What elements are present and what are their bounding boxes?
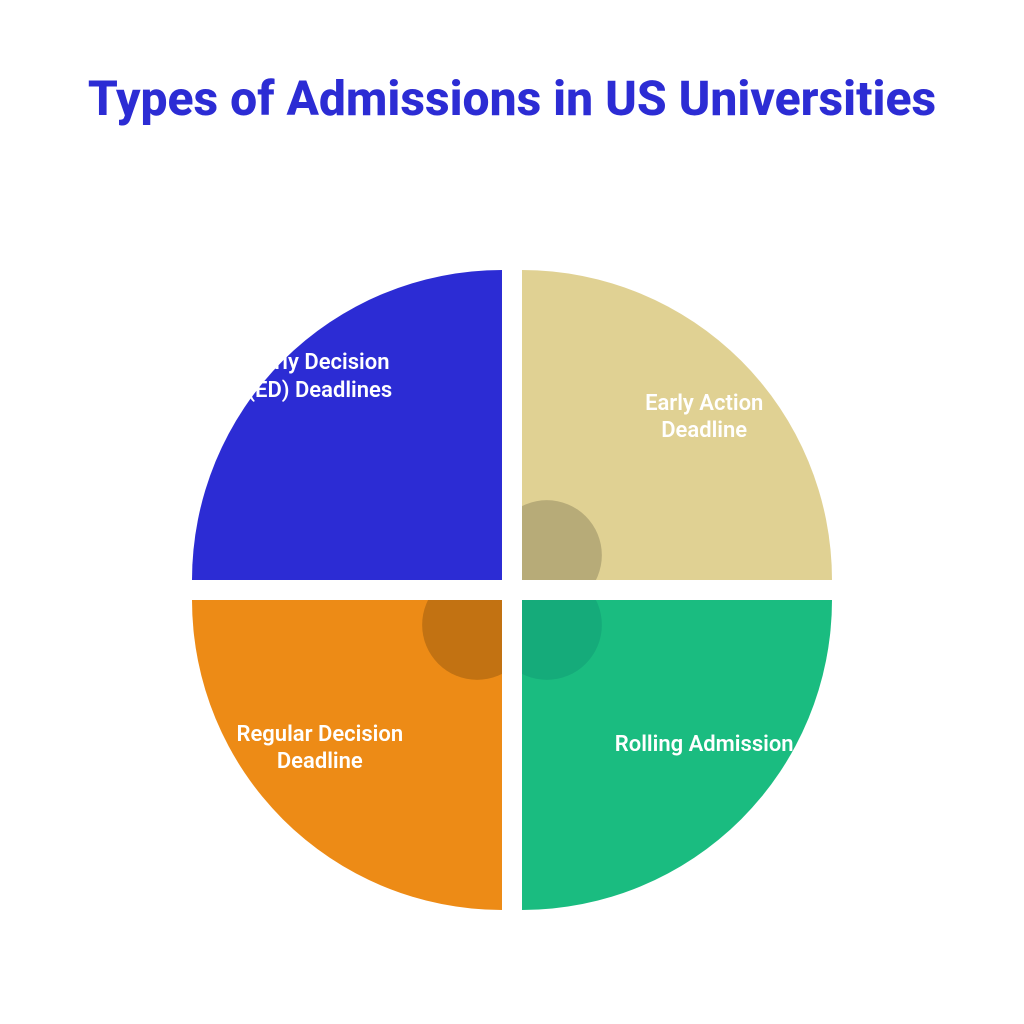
- petal-accent-circle: [422, 570, 532, 680]
- petal-accent-circle: [492, 500, 602, 610]
- petal-label-top-left: Early Decision (ED) Deadlines: [230, 349, 410, 404]
- page-title: Types of Admissions in US Universities: [51, 70, 973, 128]
- petal-label-top-right: Early Action Deadline: [614, 390, 794, 445]
- petal-top-left: [192, 270, 502, 580]
- petal-label-bottom-right: Rolling Admission: [614, 731, 794, 759]
- petal-label-bottom-left: Regular Decision Deadline: [230, 721, 410, 776]
- admissions-diagram: Early Decision (ED) Deadlines Early Actio…: [192, 270, 832, 910]
- petal-accent-circle: [492, 570, 602, 680]
